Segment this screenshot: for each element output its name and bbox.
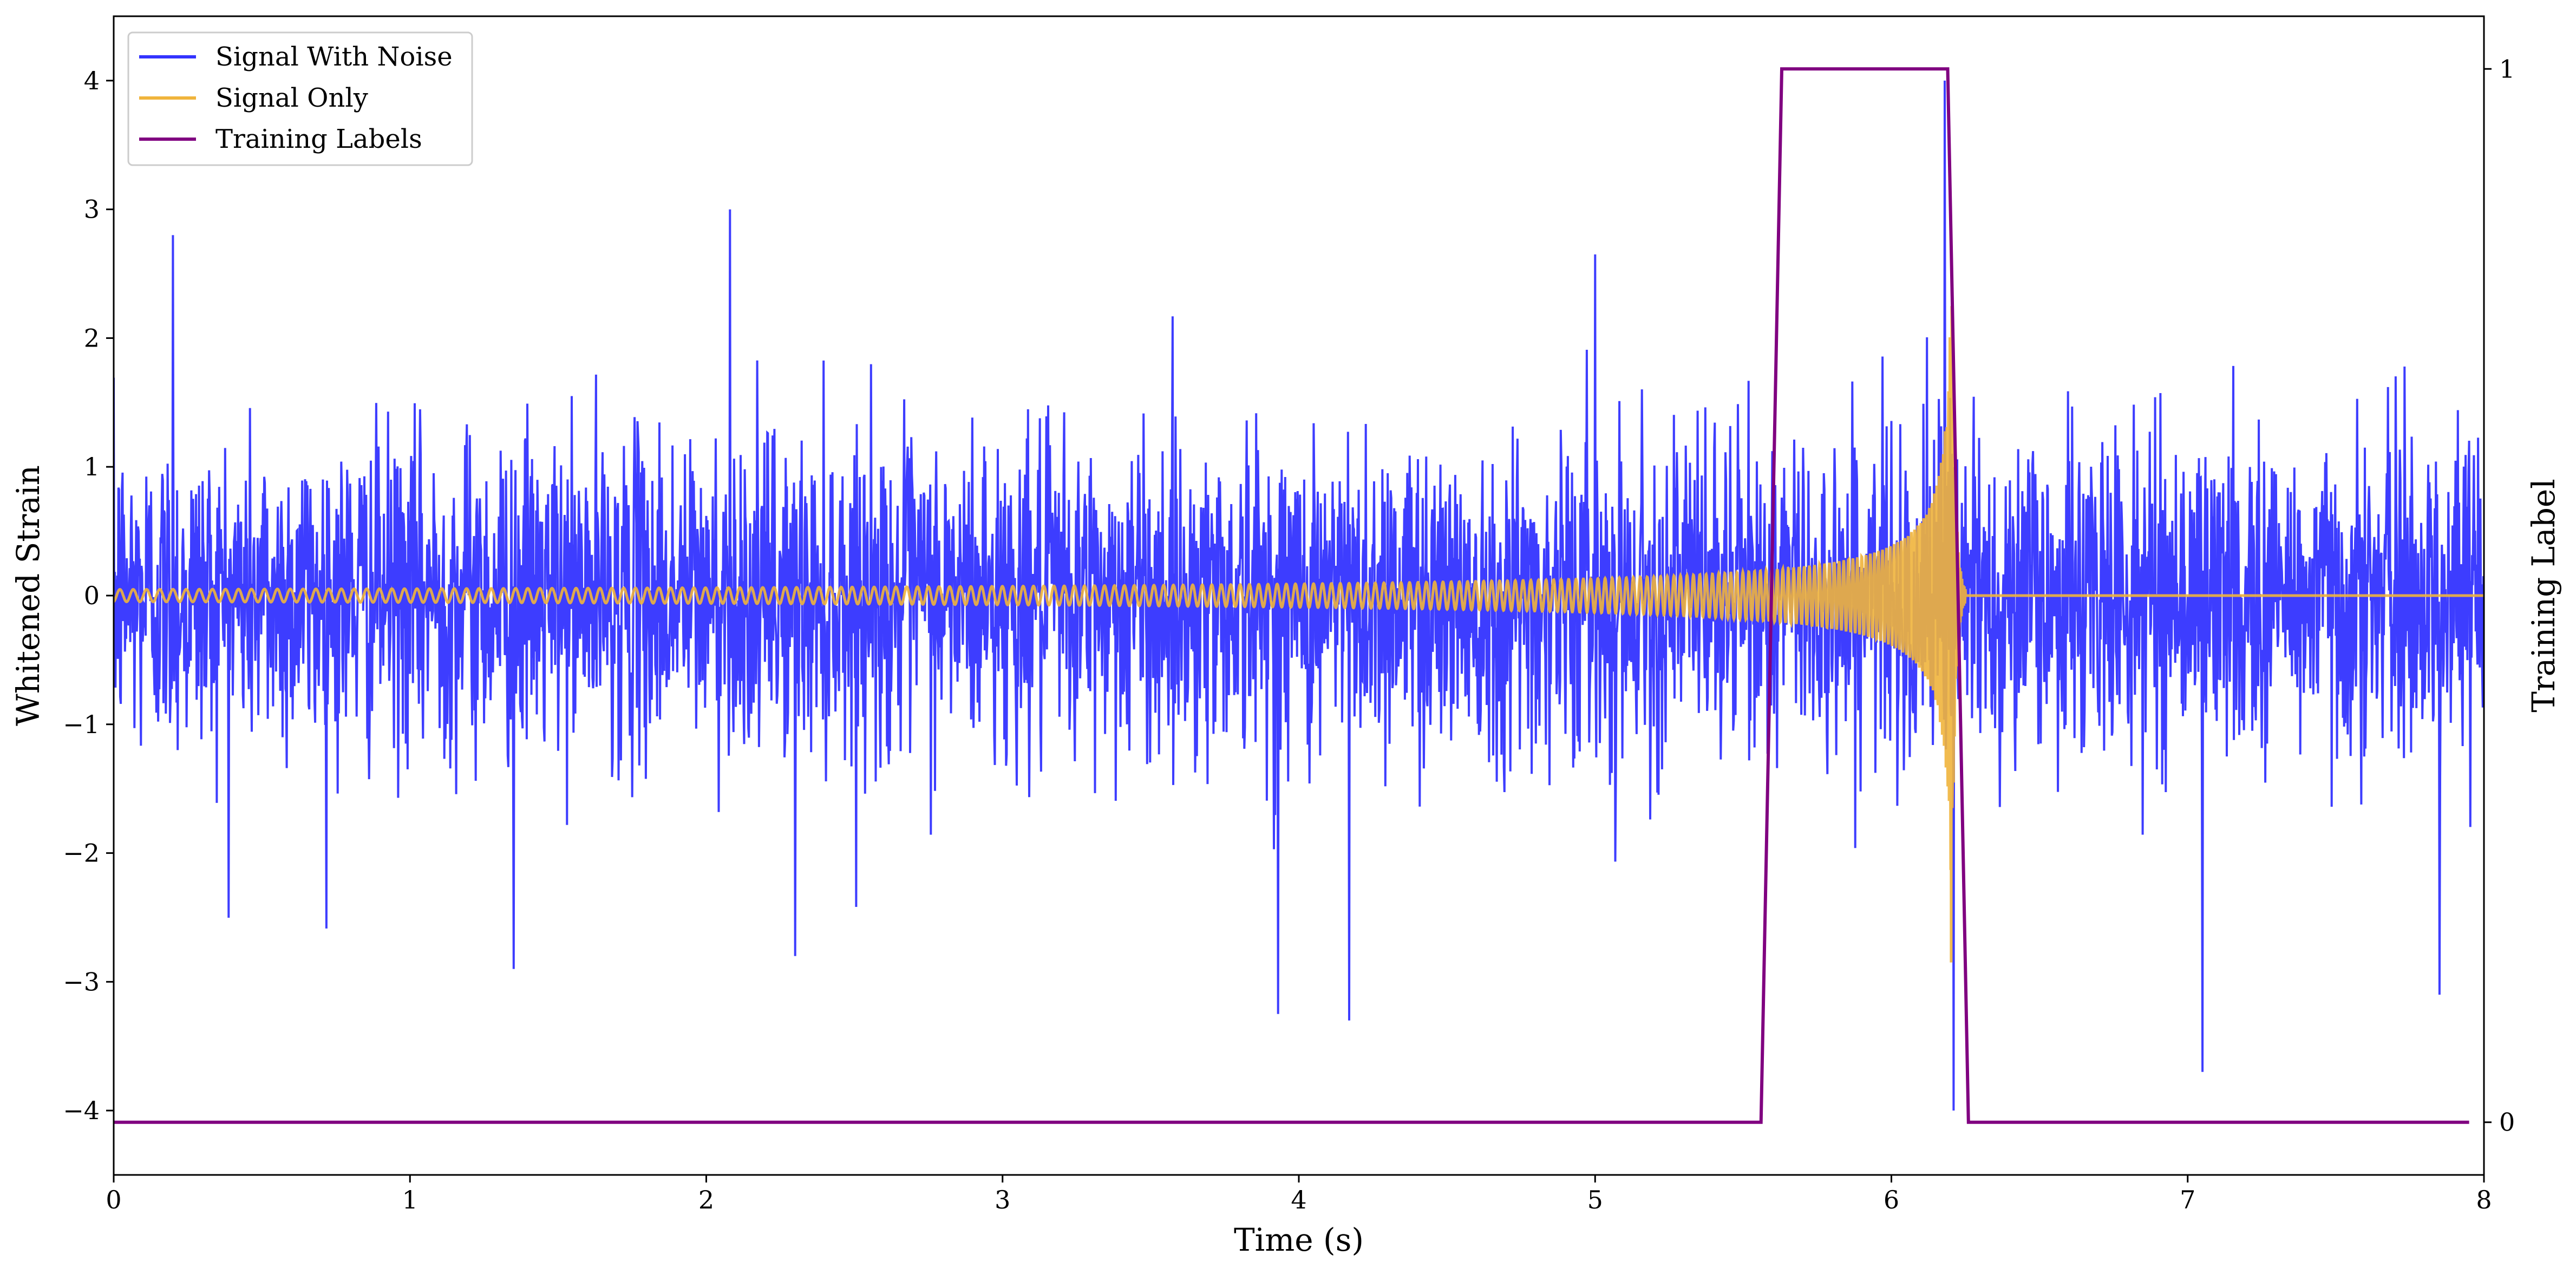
x-axis: 0 1 2 3 4 5 6 7 8 [106,1175,2492,1214]
legend-label-signal-with-noise: Signal With Noise [215,42,453,72]
series-line-signal-with-noise [114,80,2484,1111]
x-tick-label: 2 [698,1185,714,1214]
y-tick-label: 2 [84,323,100,352]
y-axis-left: −4 −3 −2 −1 0 1 2 3 4 [63,66,114,1125]
y-tick-label: −4 [63,1096,100,1125]
y-tick-label: 0 [84,581,100,610]
y-axis-right: 01 [2484,54,2515,1137]
x-tick-label: 1 [402,1185,418,1214]
legend-label-training-labels: Training Labels [215,124,422,154]
series-line-signal-only [114,306,2484,963]
legend-label-signal-only: Signal Only [215,83,368,113]
x-axis-title: Time (s) [1234,1221,1364,1258]
legend-box [127,31,473,166]
x-tick-label: 5 [1587,1185,1603,1214]
y-tick-label: 1 [84,452,100,481]
y-tick-label: −2 [63,839,100,868]
x-tick-label: 4 [1291,1185,1306,1214]
x-tick-label: 7 [2180,1185,2195,1214]
x-tick-label: 8 [2476,1185,2492,1214]
y-tick-label: 4 [84,66,100,95]
y2-axis-title: Training Label [2525,479,2562,712]
x-tick-label: 3 [995,1185,1010,1214]
series-line-training-labels [114,67,2469,1124]
y-tick-label: −3 [63,967,100,996]
y-axis-title: Whitened Strain [10,465,47,726]
y-tick-label: −1 [63,710,100,739]
series-layer [114,67,2484,1124]
x-tick-label: 0 [106,1185,121,1214]
legend: Signal With Noise Signal Only Training L… [127,31,473,166]
y2-tick-label: 0 [2499,1108,2515,1137]
x-tick-label: 6 [1884,1185,1899,1214]
y-tick-label: 3 [84,195,100,224]
y2-tick-label: 1 [2499,54,2515,83]
